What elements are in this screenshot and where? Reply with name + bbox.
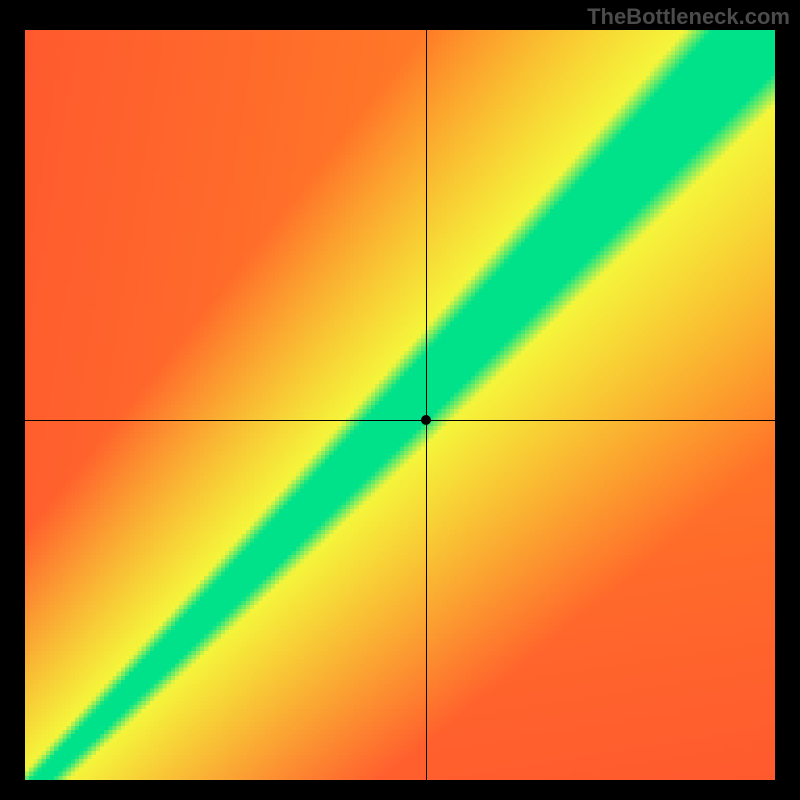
watermark-text: TheBottleneck.com [587, 4, 790, 30]
crosshair-vertical [426, 30, 427, 780]
crosshair-marker [421, 415, 431, 425]
crosshair-horizontal [25, 420, 775, 421]
chart-frame: TheBottleneck.com [0, 0, 800, 800]
heatmap-canvas [25, 30, 775, 780]
heatmap-plot [25, 30, 775, 780]
